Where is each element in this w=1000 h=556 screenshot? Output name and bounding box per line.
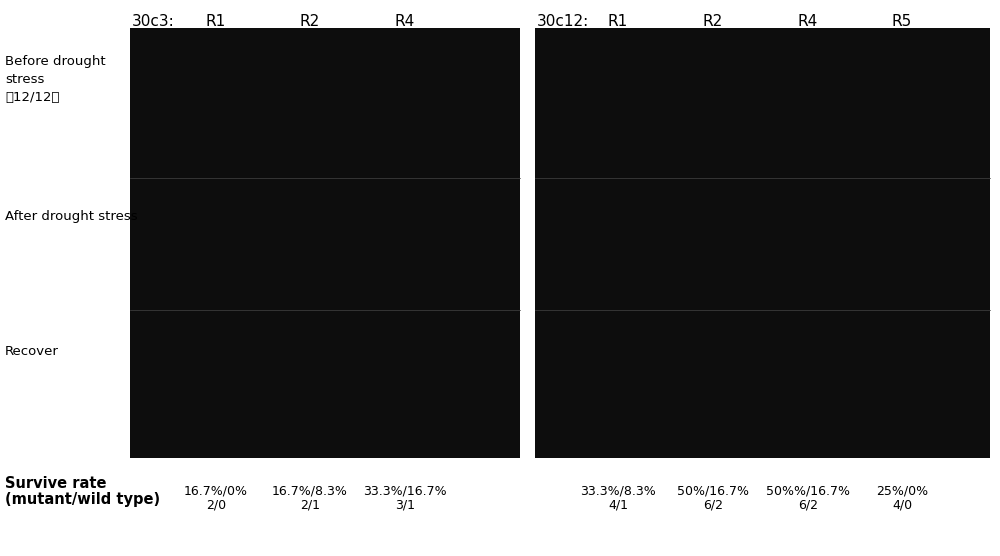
Text: 50%%/16.7%: 50%%/16.7% xyxy=(766,484,850,497)
Text: After drought stress: After drought stress xyxy=(5,210,138,223)
Text: 6/2: 6/2 xyxy=(798,498,818,511)
Text: Survive rate: Survive rate xyxy=(5,476,106,491)
Text: R1: R1 xyxy=(206,14,226,29)
Text: 33.3%/16.7%: 33.3%/16.7% xyxy=(363,484,447,497)
Text: 30c12:: 30c12: xyxy=(537,14,589,29)
Bar xyxy=(130,28,520,458)
Text: 3/1: 3/1 xyxy=(395,498,415,511)
Text: R4: R4 xyxy=(395,14,415,29)
Text: 50%/16.7%: 50%/16.7% xyxy=(677,484,749,497)
Text: 16.7%/0%: 16.7%/0% xyxy=(184,484,248,497)
Text: 6/2: 6/2 xyxy=(703,498,723,511)
Text: 25%/0%: 25%/0% xyxy=(876,484,928,497)
Text: R4: R4 xyxy=(798,14,818,29)
Text: 2/1: 2/1 xyxy=(300,498,320,511)
Text: 4/1: 4/1 xyxy=(608,498,628,511)
Text: Recover: Recover xyxy=(5,345,59,358)
Text: R2: R2 xyxy=(300,14,320,29)
Text: R1: R1 xyxy=(608,14,628,29)
Text: Before drought
stress
（12/12）: Before drought stress （12/12） xyxy=(5,55,106,104)
Text: 33.3%/8.3%: 33.3%/8.3% xyxy=(580,484,656,497)
Text: 2/0: 2/0 xyxy=(206,498,226,511)
Text: (mutant/wild type): (mutant/wild type) xyxy=(5,492,160,507)
Text: R2: R2 xyxy=(703,14,723,29)
Text: 30c3:: 30c3: xyxy=(132,14,175,29)
Text: 16.7%/8.3%: 16.7%/8.3% xyxy=(272,484,348,497)
Text: 4/0: 4/0 xyxy=(892,498,912,511)
Bar xyxy=(535,28,990,458)
Text: R5: R5 xyxy=(892,14,912,29)
